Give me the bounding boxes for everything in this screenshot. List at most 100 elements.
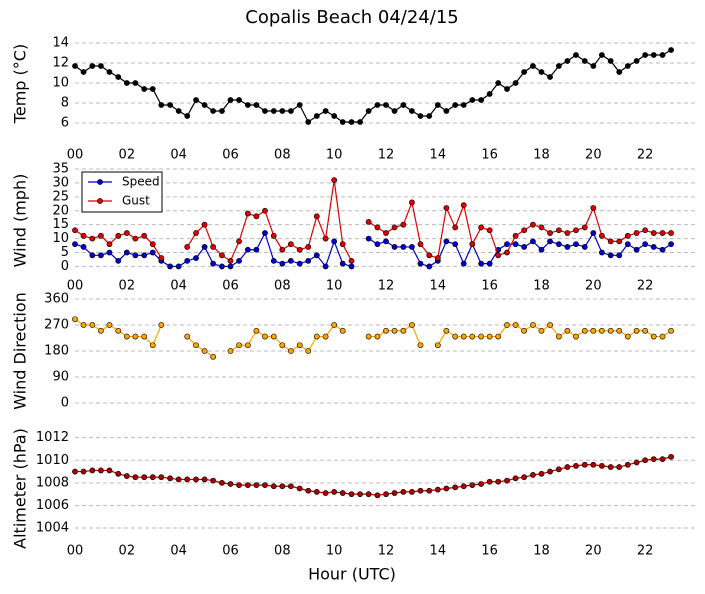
- x-tick-label: 12: [378, 279, 395, 294]
- data-point: [460, 202, 467, 209]
- data-point: [201, 221, 208, 228]
- data-point: [158, 102, 165, 108]
- data-point: [210, 477, 217, 484]
- data-point: [322, 333, 329, 340]
- data-point: [236, 482, 242, 489]
- data-point: [348, 491, 355, 498]
- y-tick-label: 25: [52, 189, 69, 204]
- y-tick-label: 20: [52, 203, 69, 218]
- data-point: [374, 492, 381, 499]
- data-point: [581, 58, 588, 64]
- data-point: [391, 327, 398, 334]
- x-tick-label: 02: [119, 148, 136, 163]
- data-point: [236, 238, 242, 245]
- data-point: [149, 249, 156, 256]
- data-point: [305, 244, 312, 250]
- data-point: [244, 246, 251, 253]
- data-point: [452, 484, 459, 491]
- data-point: [443, 108, 450, 114]
- data-point: [469, 333, 476, 340]
- data-point: [365, 491, 372, 498]
- data-point: [184, 257, 191, 264]
- data-point: [391, 244, 398, 250]
- data-point: [210, 260, 217, 267]
- data-point: [478, 224, 485, 231]
- x-tick-label: 16: [481, 279, 498, 294]
- data-point: [538, 69, 545, 75]
- x-tick-label: 22: [637, 148, 654, 163]
- data-point: [201, 102, 208, 108]
- data-point: [409, 488, 415, 495]
- x-tick-label: 16: [481, 148, 498, 163]
- data-point: [607, 58, 614, 64]
- data-point: [504, 241, 510, 248]
- data-point: [486, 260, 493, 267]
- data-point: [512, 475, 519, 482]
- data-point: [443, 238, 450, 245]
- data-point: [374, 333, 381, 340]
- data-point: [469, 97, 476, 103]
- data-point: [236, 342, 242, 349]
- data-point: [219, 479, 225, 486]
- data-point: [348, 119, 355, 125]
- data-point: [400, 244, 407, 250]
- data-point: [80, 244, 87, 250]
- data-point: [262, 207, 268, 214]
- x-tick-label: 18: [533, 148, 550, 163]
- data-point: [287, 257, 294, 264]
- y-tick-label: 1012: [36, 430, 69, 445]
- data-point: [443, 205, 450, 211]
- data-point: [564, 327, 571, 334]
- data-point: [616, 69, 623, 75]
- y-axis-label: Wind (mph): [11, 174, 30, 268]
- y-tick-label: 10: [52, 231, 69, 246]
- x-tick-label: 20: [585, 279, 602, 294]
- data-point: [668, 241, 674, 248]
- data-point: [409, 322, 415, 328]
- data-point: [305, 348, 312, 354]
- data-point: [668, 453, 674, 460]
- data-point: [564, 244, 571, 250]
- x-tick-label: 10: [326, 148, 343, 163]
- data-point: [633, 327, 640, 334]
- data-point: [141, 252, 148, 259]
- data-point: [365, 218, 372, 225]
- data-point: [530, 63, 536, 69]
- data-point: [650, 244, 657, 250]
- data-point: [624, 241, 631, 248]
- data-point: [668, 230, 674, 236]
- data-point: [504, 477, 510, 484]
- data-point: [149, 474, 156, 481]
- data-point: [538, 246, 545, 253]
- data-point: [478, 260, 485, 267]
- data-point: [279, 483, 286, 490]
- data-point: [400, 488, 407, 495]
- data-point: [486, 333, 493, 340]
- x-tick-label: 18: [533, 544, 550, 559]
- data-point: [521, 474, 528, 481]
- data-point: [417, 113, 424, 119]
- data-point: [573, 52, 579, 58]
- data-point: [538, 224, 545, 231]
- data-point: [296, 260, 303, 267]
- data-point: [598, 462, 605, 469]
- data-point: [158, 322, 165, 328]
- x-tick-label: 14: [430, 279, 447, 294]
- x-tick-label: 14: [430, 148, 447, 163]
- data-point: [495, 333, 502, 340]
- x-tick-label: 06: [222, 148, 239, 163]
- data-point: [443, 327, 450, 334]
- data-point: [80, 232, 87, 239]
- data-point: [538, 327, 545, 334]
- data-point: [383, 327, 389, 334]
- data-point: [193, 97, 199, 103]
- y-tick-label: 12: [52, 56, 69, 71]
- data-point: [573, 227, 579, 234]
- data-point: [236, 97, 242, 103]
- data-point: [72, 227, 78, 234]
- data-point: [244, 102, 251, 108]
- data-point: [287, 348, 294, 354]
- data-point: [530, 221, 536, 228]
- legend-label: Speed: [122, 175, 160, 189]
